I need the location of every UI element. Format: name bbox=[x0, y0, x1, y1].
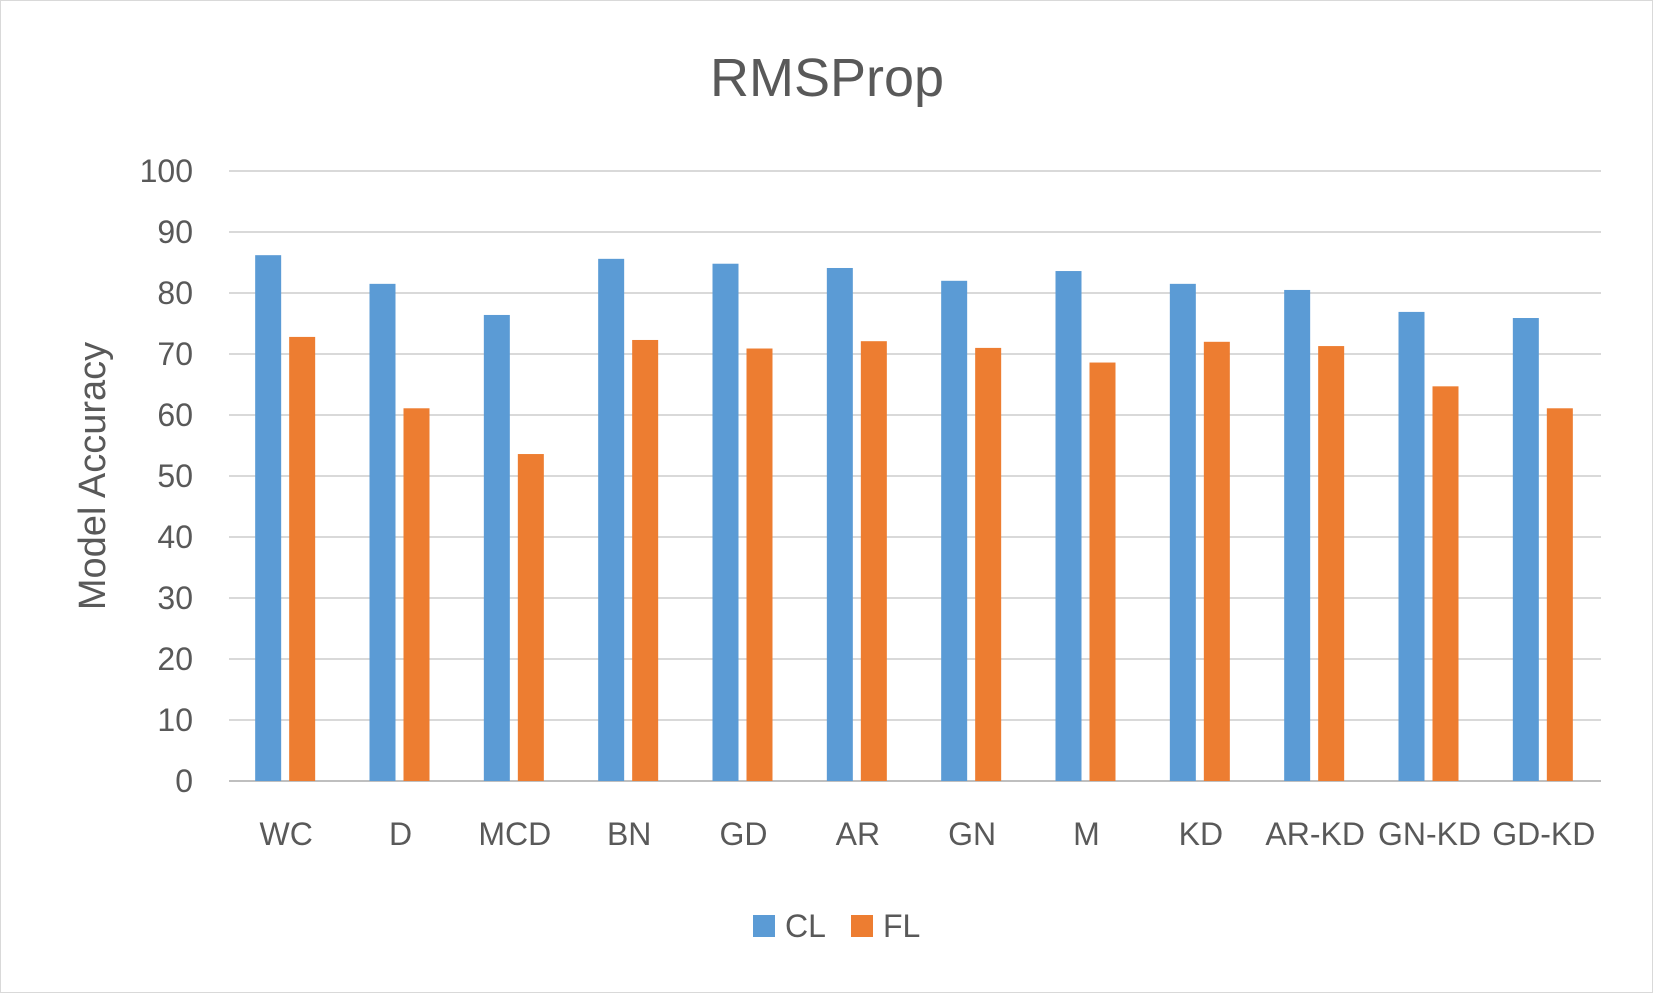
bar-cl-bn bbox=[598, 258, 625, 782]
x-tick-label: AR-KD bbox=[1265, 816, 1365, 852]
y-tick-label: 90 bbox=[157, 214, 193, 250]
y-tick-label: 50 bbox=[157, 458, 193, 494]
legend-swatch-fl bbox=[851, 915, 873, 937]
bar-cl-ar-kd bbox=[1284, 289, 1311, 781]
bar-cl-ar bbox=[826, 267, 853, 781]
y-tick-label: 30 bbox=[157, 580, 193, 616]
y-tick-label: 40 bbox=[157, 519, 193, 555]
y-tick-label: 60 bbox=[157, 397, 193, 433]
bar-cl-wc bbox=[255, 255, 282, 781]
legend-label-cl: CL bbox=[785, 908, 826, 944]
y-tick-label: 20 bbox=[157, 641, 193, 677]
x-tick-label: GN bbox=[948, 816, 996, 852]
bars bbox=[255, 255, 1573, 782]
bar-cl-kd bbox=[1169, 283, 1196, 781]
bar-fl-ar-kd bbox=[1318, 346, 1345, 781]
bar-cl-gd bbox=[712, 263, 739, 782]
legend-swatch-cl bbox=[753, 915, 775, 937]
x-tick-label: GD bbox=[720, 816, 768, 852]
x-tick-label: AR bbox=[836, 816, 880, 852]
y-tick-label: 80 bbox=[157, 275, 193, 311]
x-tick-label: KD bbox=[1179, 816, 1223, 852]
x-tick-label: GD-KD bbox=[1492, 816, 1595, 852]
bar-fl-gd bbox=[746, 348, 773, 781]
y-axis-label: Model Accuracy bbox=[72, 342, 114, 610]
x-tick-label: M bbox=[1073, 816, 1100, 852]
bar-fl-m bbox=[1089, 362, 1116, 781]
y-tick-label: 0 bbox=[175, 763, 193, 799]
y-tick-label: 70 bbox=[157, 336, 193, 372]
bar-fl-gn bbox=[975, 347, 1002, 781]
y-tick-label: 100 bbox=[140, 153, 193, 189]
bar-cl-gn bbox=[941, 280, 968, 781]
x-tick-label: BN bbox=[607, 816, 651, 852]
bar-cl-d bbox=[369, 283, 396, 781]
bar-fl-d bbox=[403, 408, 430, 781]
bar-fl-gn-kd bbox=[1432, 386, 1459, 781]
bar-cl-m bbox=[1055, 271, 1082, 781]
x-tick-label: MCD bbox=[478, 816, 551, 852]
legend-label-fl: FL bbox=[883, 908, 920, 944]
bar-cl-gd-kd bbox=[1512, 318, 1539, 781]
x-tick-label: D bbox=[389, 816, 412, 852]
legend: CL FL bbox=[753, 908, 920, 944]
y-tick-labels: 0 10 20 30 40 50 60 70 80 90 100 bbox=[140, 153, 193, 799]
bar-fl-wc bbox=[289, 336, 316, 781]
bar-fl-ar bbox=[860, 341, 887, 781]
x-tick-label: WC bbox=[260, 816, 313, 852]
bar-cl-mcd bbox=[483, 314, 510, 781]
y-tick-label: 10 bbox=[157, 702, 193, 738]
bar-fl-gd-kd bbox=[1546, 408, 1573, 781]
bar-fl-kd bbox=[1203, 341, 1230, 781]
bar-cl-gn-kd bbox=[1398, 311, 1425, 781]
bar-fl-mcd bbox=[517, 454, 544, 781]
gridlines bbox=[229, 170, 1601, 782]
chart-title: RMSProp bbox=[710, 48, 944, 108]
x-tick-label: GN-KD bbox=[1378, 816, 1481, 852]
x-tick-labels: WC D MCD BN GD AR GN M KD AR-KD GN-KD GD-KD bbox=[260, 816, 1596, 852]
bar-fl-bn bbox=[632, 339, 659, 781]
